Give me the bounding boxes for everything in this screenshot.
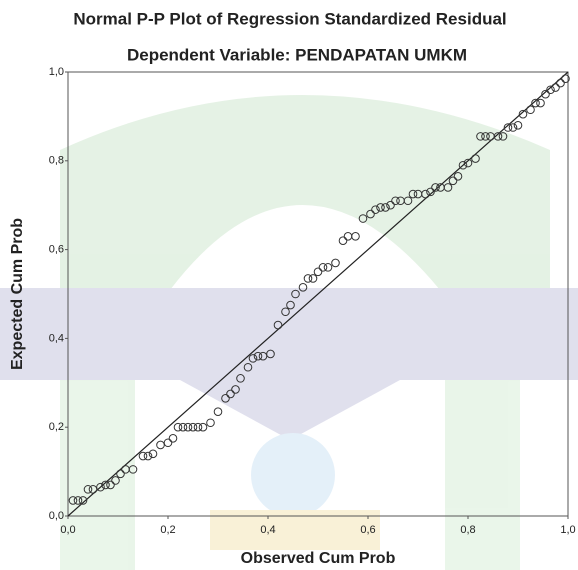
x-axis-title: Observed Cum Prob [241, 550, 396, 567]
point [164, 439, 172, 447]
point [332, 259, 340, 267]
y-tick-label: 0,4 [49, 332, 64, 344]
x-tick-label: 0,8 [460, 524, 475, 536]
point [509, 124, 517, 132]
y-tick-label: 1,0 [49, 66, 64, 78]
x-tick-label: 0,4 [260, 524, 275, 536]
point [344, 232, 352, 240]
point [557, 79, 565, 87]
x-tick-label: 0,2 [160, 524, 175, 536]
point [339, 237, 347, 245]
point [144, 452, 152, 460]
point [324, 264, 332, 272]
point [149, 450, 157, 458]
point [352, 232, 360, 240]
point [514, 121, 522, 129]
y-axis-title: Expected Cum Prob [9, 218, 26, 370]
point [214, 408, 222, 416]
point [207, 419, 215, 427]
point [169, 435, 177, 443]
chart-title: Normal P-P Plot of Regression Standardiz… [73, 9, 506, 28]
x-tick-label: 0,0 [60, 524, 75, 536]
point [527, 106, 535, 114]
watermark-globe [251, 433, 335, 517]
point [552, 84, 560, 92]
point [309, 275, 317, 283]
y-tick-label: 0,0 [49, 510, 64, 522]
y-tick-label: 0,2 [49, 421, 64, 433]
x-tick-label: 0,6 [360, 524, 375, 536]
chart: Normal P-P Plot of Regression Standardiz… [0, 0, 578, 570]
point [537, 99, 545, 107]
watermark-band-tip [180, 380, 400, 440]
page: Normal P-P Plot of Regression Standardiz… [0, 0, 578, 570]
point [314, 268, 322, 276]
point [157, 441, 165, 449]
chart-subtitle: Dependent Variable: PENDAPATAN UMKM [127, 45, 467, 64]
y-tick-label: 0,8 [49, 155, 64, 167]
point [199, 423, 207, 431]
x-tick-label: 1,0 [560, 524, 575, 536]
watermark-pillar [445, 380, 520, 570]
y-tick-label: 0,6 [49, 244, 64, 256]
